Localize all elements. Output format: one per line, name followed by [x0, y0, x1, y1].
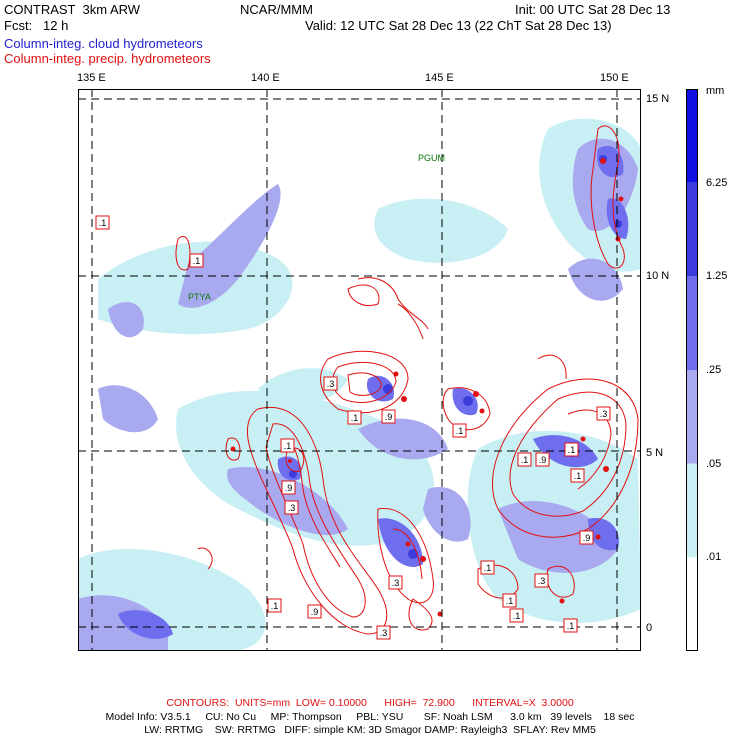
colorbar-level-1-25: 1.25: [706, 270, 728, 282]
init-time: Init: 00 UTC Sat 28 Dec 13: [515, 2, 671, 17]
contour-label-text: .9: [539, 455, 547, 465]
contour-label: .1: [509, 608, 524, 623]
contour-label-text: .3: [600, 409, 608, 419]
contour-field-label: Column-integ. precip. hydrometeors: [4, 51, 211, 66]
lat-label-5n: 5 N: [646, 447, 664, 459]
contour-label-text: .1: [99, 218, 107, 228]
colorbar-segment: [686, 276, 698, 370]
organization: NCAR/MMM: [240, 2, 313, 17]
contour-label-text: .3: [288, 503, 296, 513]
contour-label-text: .3: [327, 379, 335, 389]
contour-label-text: .1: [193, 256, 201, 266]
contour-label: .3: [284, 500, 299, 515]
model-info-line-2: LW: RRTMG SW: RRTMG DIFF: simple KM: 3D …: [144, 724, 596, 736]
contour-label: .1: [502, 593, 517, 608]
contour-label: .1: [563, 618, 578, 633]
contour-label: .3: [376, 625, 391, 640]
shaded-field-label: Column-integ. cloud hydrometeors: [4, 36, 203, 51]
colorbar-segment: [686, 182, 698, 277]
contour-label-text: .9: [385, 412, 393, 422]
contour-label-text: .1: [284, 441, 292, 451]
contour-label-text: .1: [351, 413, 359, 423]
lon-label-150: 150 E: [600, 72, 629, 84]
lat-label-10n: 10 N: [646, 270, 670, 282]
colorbar-level-0-01: .01: [706, 551, 722, 563]
contour-label: .1: [189, 253, 204, 268]
contour-label: .9: [579, 530, 594, 545]
contour-label: .9: [535, 452, 550, 467]
contour-label-text: .1: [568, 445, 576, 455]
valid-time: Valid: 12 UTC Sat 28 Dec 13 (22 ChT Sat …: [305, 18, 612, 33]
contour-label: .1: [570, 468, 585, 483]
contour-label: .1: [517, 452, 532, 467]
contour-label: .3: [596, 406, 611, 421]
contour-label-text: .3: [392, 578, 400, 588]
colorbar-segment: [686, 463, 698, 558]
station-ptya: PTYA: [188, 292, 211, 302]
map-panel: PGUM PTYA .1.1.1.3.9.1.1.9.1.9.3.1.9.3.1…: [78, 89, 641, 651]
contour-label-text: .9: [285, 483, 293, 493]
colorbar-border: [686, 89, 698, 651]
contour-labels: .1 .1 .1 .3 .9 .1 .1 .9 .1 .9 .3 .1 .9 .3 .1 .3 .1 .1 .3 .9…: [95, 215, 611, 640]
contour-label: .9: [307, 604, 322, 619]
map-border: [78, 89, 641, 651]
lat-label-15n: 15 N: [646, 93, 670, 105]
contour-label: .1: [347, 410, 362, 425]
contour-label: .1: [280, 438, 295, 453]
contour-label-text: .1: [506, 596, 514, 606]
lon-label-145: 145 E: [425, 72, 454, 84]
contour-label-text: .3: [538, 576, 546, 586]
contours-info: CONTOURS: UNITS=mm LOW= 0.10000 HIGH= 72…: [166, 697, 574, 709]
contour-label: .1: [480, 560, 495, 575]
lat-label-0: 0: [646, 622, 653, 634]
colorbar: [686, 89, 698, 651]
contour-label: .9: [281, 480, 296, 495]
model-title: CONTRAST 3km ARW: [4, 2, 141, 17]
contour-label-text: .1: [521, 455, 529, 465]
model-info-line-1: Model Info: V3.5.1 CU: No Cu MP: Thompso…: [105, 711, 635, 723]
contour-label-text: .1: [456, 426, 464, 436]
contour-label: .3: [534, 573, 549, 588]
colorbar-level-0-05: .05: [706, 458, 722, 470]
contour-label-text: .1: [567, 621, 575, 631]
colorbar-segments: [686, 89, 698, 651]
contour-label-text: .9: [311, 607, 319, 617]
colorbar-level-6-25: 6.25: [706, 177, 728, 189]
lon-label-135: 135 E: [77, 72, 106, 84]
colorbar-unit: mm: [706, 85, 725, 97]
contour-label-text: .1: [513, 611, 521, 621]
precip-cores: [230, 158, 624, 617]
colorbar-segment: [686, 370, 698, 464]
lon-label-140: 140 E: [251, 72, 280, 84]
lat-lon-grid: [78, 89, 641, 651]
contour-label: .1: [564, 442, 579, 457]
station-pgum: PGUM: [418, 153, 445, 163]
contour-label-text: .1: [484, 563, 492, 573]
contour-label: .1: [452, 423, 467, 438]
contour-label-text: .1: [271, 601, 279, 611]
contour-label: .3: [388, 575, 403, 590]
colorbar-level-0-25: .25: [706, 364, 722, 376]
contour-label: .1: [267, 598, 282, 613]
contour-label: .3: [323, 376, 338, 391]
contour-label-text: .9: [583, 533, 591, 543]
colorbar-segment: [686, 89, 698, 183]
contour-label-text: .1: [574, 471, 582, 481]
contour-label: .1: [95, 215, 110, 230]
forecast-hour: Fcst: 12 h: [4, 18, 69, 33]
colorbar-segment: [686, 557, 698, 651]
contour-label-text: .3: [380, 628, 388, 638]
contour-label: .9: [381, 409, 396, 424]
